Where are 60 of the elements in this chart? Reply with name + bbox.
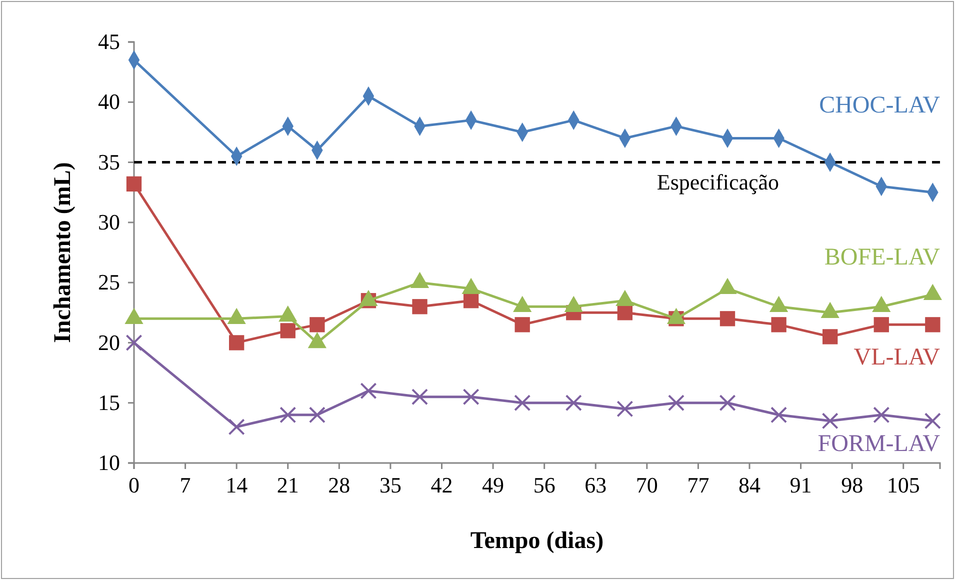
point	[126, 176, 142, 192]
point	[514, 394, 531, 412]
y-tick-label: 20	[98, 330, 120, 355]
point	[924, 412, 941, 430]
series-label: VL-LAV	[854, 344, 941, 371]
point	[360, 382, 377, 400]
point	[280, 323, 296, 338]
x-tick-label: 98	[841, 472, 864, 498]
point	[719, 394, 736, 412]
point	[229, 335, 244, 350]
point	[412, 299, 428, 314]
x-tick-label: 7	[180, 472, 191, 498]
point	[925, 317, 940, 332]
x-tick-label: 35	[379, 472, 402, 498]
point	[822, 329, 838, 344]
x-tick-label: 0	[128, 472, 140, 498]
x-tick-label: 49	[482, 472, 504, 498]
x-tick-label: 42	[430, 472, 453, 498]
series-label: FORM-LAV	[818, 430, 941, 457]
x-tick-label: 28	[328, 472, 350, 498]
x-axis-title: Tempo (dias)	[470, 528, 604, 554]
y-tick-label: 40	[98, 89, 120, 114]
point	[514, 317, 530, 332]
point	[616, 400, 634, 418]
point	[228, 418, 245, 436]
y-tick-label: 10	[98, 450, 120, 476]
y-tick-label: 45	[98, 29, 120, 54]
point	[617, 305, 633, 320]
point	[822, 412, 838, 430]
series-label: CHOC-LAV	[819, 92, 941, 118]
x-tick-label: 21	[276, 472, 299, 498]
y-axis-title: Inchamento (mL)	[50, 162, 76, 343]
point	[411, 388, 428, 406]
y-tick-label: 15	[98, 390, 120, 415]
point	[720, 311, 736, 326]
point	[770, 406, 788, 424]
x-tick-label: 105	[886, 472, 920, 498]
series-label: BOFE-LAV	[824, 244, 941, 271]
y-tick-label: 35	[98, 149, 120, 174]
point	[874, 317, 889, 332]
x-tick-label: 14	[226, 472, 248, 498]
x-tick-label: 63	[584, 472, 607, 498]
point	[873, 406, 890, 424]
ref-line-label: Especificação	[656, 169, 780, 194]
x-tick-label: 84	[738, 472, 760, 498]
x-tick-label: 77	[687, 472, 710, 498]
point	[668, 394, 684, 412]
point	[280, 406, 296, 424]
point	[463, 293, 479, 308]
point	[308, 406, 326, 424]
x-tick-label: 91	[790, 472, 812, 498]
point	[565, 394, 582, 412]
point	[462, 388, 480, 406]
y-tick-label: 25	[98, 270, 120, 295]
y-tick-label: 30	[98, 209, 120, 234]
point	[771, 317, 786, 332]
x-tick-label: 70	[636, 472, 658, 498]
point	[126, 334, 142, 351]
x-tick-label: 56	[533, 472, 556, 498]
point	[310, 317, 325, 332]
